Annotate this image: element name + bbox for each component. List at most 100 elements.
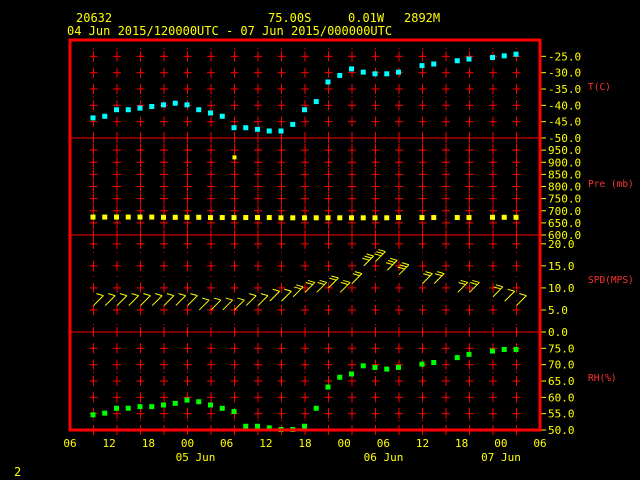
temp-point <box>114 107 119 113</box>
rh-point <box>266 425 272 431</box>
temp-point <box>255 126 260 132</box>
station-id: 20632 <box>76 11 112 25</box>
pressure-point <box>102 214 108 220</box>
rh-point <box>490 348 495 354</box>
rh-point <box>184 397 190 403</box>
barb-flag <box>354 271 363 275</box>
pressure-point <box>231 215 237 221</box>
barb-flag <box>119 293 128 297</box>
barb-shaft <box>316 282 328 293</box>
temp-point <box>372 71 378 77</box>
temp-point <box>266 128 272 134</box>
panel-label: SPD(MPS) <box>588 275 634 286</box>
wind-barb <box>374 249 386 262</box>
barb-flag <box>385 262 394 266</box>
x-tick-label: 18 <box>142 437 155 450</box>
barb-flag <box>437 271 445 275</box>
rh-point <box>255 423 260 429</box>
barb-shaft <box>175 295 187 306</box>
y-tick-label: -40.0 <box>548 99 581 112</box>
y-tick-label: 0.0 <box>548 326 568 339</box>
pressure-point <box>419 215 425 221</box>
x-axis: 06 12 18 00 06 12 18 00 06 12 18 00 06 05 Jun 06 Jun 07… <box>63 437 546 464</box>
barb-shaft <box>398 264 410 276</box>
barb-shaft <box>222 299 234 311</box>
barb-shaft <box>210 299 222 311</box>
rh-point <box>325 384 331 390</box>
plot-marks <box>90 51 527 432</box>
temp-point <box>161 102 166 108</box>
barb-flag <box>460 279 468 283</box>
barb-shaft <box>151 295 163 306</box>
temp-point <box>90 115 96 121</box>
barb-flag <box>399 264 407 268</box>
wind-barb <box>351 271 363 284</box>
y-tick-label: 5.0 <box>548 304 568 317</box>
barb-flag <box>131 293 139 297</box>
page-number: 2 <box>14 465 21 479</box>
barb-shaft <box>351 273 363 284</box>
wind-barb <box>504 288 516 302</box>
barb-flag <box>493 286 501 290</box>
rh-point <box>396 364 401 370</box>
pressure-point <box>466 215 472 221</box>
wind-barb <box>175 293 187 306</box>
y-tick-label: 700.0 <box>548 205 581 218</box>
date-label: 05 Jun <box>176 451 216 464</box>
temp-point <box>466 56 472 62</box>
rh-point <box>360 363 366 369</box>
barb-shaft <box>104 295 116 306</box>
pressure-point <box>255 215 260 221</box>
barb-shaft <box>433 273 445 284</box>
pressure-point <box>266 215 272 221</box>
barb-flag <box>397 266 405 270</box>
y-tick-label: -25.0 <box>548 50 581 63</box>
temp-point <box>513 51 519 57</box>
x-tick-label: 00 <box>494 437 507 450</box>
barb-flag <box>472 279 480 283</box>
pressure-point <box>513 214 519 220</box>
x-tick-label: 06 <box>377 437 390 450</box>
pressure-point <box>302 215 307 221</box>
barb-shaft <box>504 290 516 302</box>
barb-flag <box>376 251 384 255</box>
temp-point <box>184 102 190 108</box>
barb-flag <box>143 293 151 297</box>
y-tick-label: -35.0 <box>548 83 581 96</box>
barb-shaft <box>375 251 386 262</box>
rh-point <box>161 402 166 408</box>
pressure-point <box>114 214 119 220</box>
rh-point <box>466 351 472 357</box>
y-tick-label: -30.0 <box>548 67 581 80</box>
wind-barb <box>469 279 480 293</box>
rh-point <box>231 409 237 415</box>
pressure-point <box>349 215 354 221</box>
y-tick-label: 65.0 <box>548 375 575 388</box>
wind-barb <box>198 297 210 311</box>
wind-barb <box>234 297 245 311</box>
barb-shaft <box>269 290 281 302</box>
pressure-point <box>219 215 225 221</box>
barb-flag <box>329 277 337 281</box>
wind-barb <box>269 288 281 302</box>
y-tick-label: 55.0 <box>548 408 575 421</box>
rh-point <box>302 423 307 429</box>
x-tick-label: 00 <box>338 437 351 450</box>
barb-shaft <box>292 286 304 298</box>
barb-flag <box>108 293 116 297</box>
barb-flag <box>293 286 302 290</box>
temp-point <box>337 72 343 78</box>
wind-barb <box>492 284 504 298</box>
rh-point <box>454 355 460 361</box>
y-tick-label: 15.0 <box>548 260 575 273</box>
rh-point <box>125 405 131 411</box>
barb-flag <box>423 273 431 277</box>
wind-barb <box>93 293 104 306</box>
barb-flag <box>470 282 478 286</box>
temp-point <box>360 69 366 75</box>
barb-shaft <box>422 273 433 284</box>
pressure-point <box>431 215 437 221</box>
wind-barb <box>210 297 222 311</box>
barb-shaft <box>386 260 398 271</box>
